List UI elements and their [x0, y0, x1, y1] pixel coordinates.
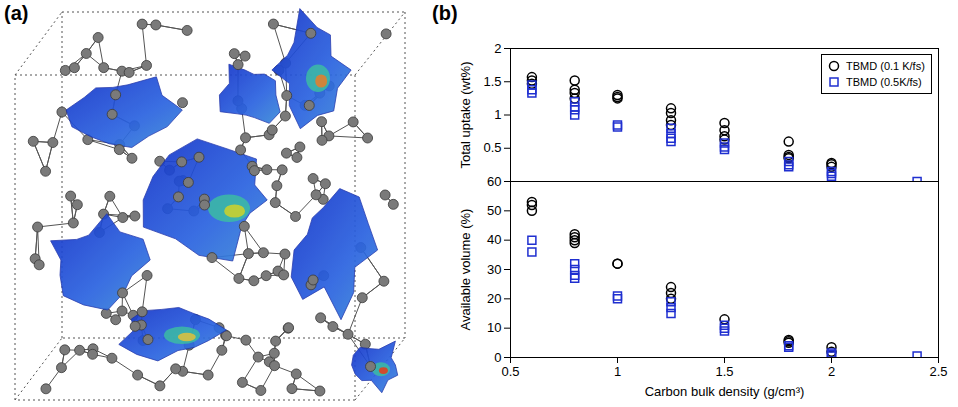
svg-text:0.5: 0.5: [501, 364, 519, 379]
svg-text:2: 2: [494, 41, 501, 56]
svg-text:30: 30: [487, 262, 501, 277]
svg-text:2.5: 2.5: [929, 364, 947, 379]
svg-text:1: 1: [614, 364, 621, 379]
svg-text:50: 50: [487, 203, 501, 218]
svg-text:Carbon bulk density (g/cm³): Carbon bulk density (g/cm³): [645, 384, 805, 399]
svg-text:40: 40: [487, 232, 501, 247]
svg-text:1.5: 1.5: [483, 74, 501, 89]
svg-text:2: 2: [828, 364, 835, 379]
html-text:(b): (b): [432, 2, 458, 24]
html-text:(a): (a): [4, 2, 29, 24]
svg-text:Total uptake (wt%): Total uptake (wt%): [458, 62, 473, 169]
svg-text:20: 20: [487, 291, 501, 306]
svg-text:0: 0: [494, 350, 501, 365]
html-text:TBMD (0.5K/fs): TBMD (0.5K/fs): [846, 76, 922, 88]
svg-text:0.5: 0.5: [483, 140, 501, 155]
svg-text:Available volume (%): Available volume (%): [458, 209, 473, 331]
svg-text:1.5: 1.5: [715, 364, 733, 379]
svg-text:10: 10: [487, 320, 501, 335]
html-text:TBMD (0.1 K/fs): TBMD (0.1 K/fs): [846, 60, 925, 72]
svg-text:1: 1: [494, 107, 501, 122]
svg-text:60: 60: [487, 174, 501, 189]
